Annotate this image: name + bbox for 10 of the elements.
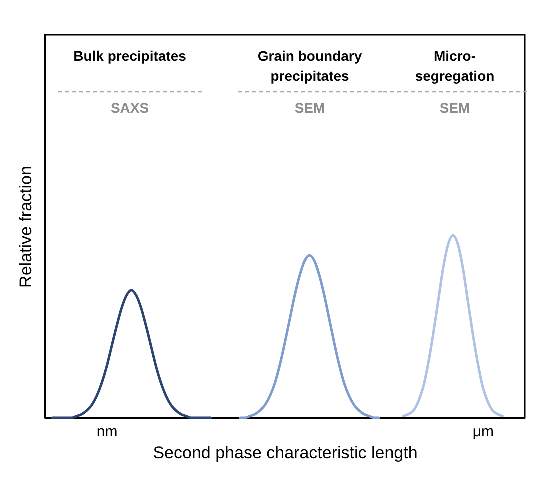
text: SAXS [110, 100, 150, 116]
x-tick-label: μm [472, 424, 494, 440]
x-tick-label: nm [96, 424, 118, 440]
text: Grain boundary precipitates [258, 48, 362, 84]
text: Bulk precipitates [74, 48, 187, 64]
x-axis-title: Second phase characteristic length [153, 444, 418, 462]
y-axis-title: Relative fraction [16, 166, 36, 288]
text: Micro- segregation [415, 48, 495, 84]
text: SEM [440, 100, 470, 116]
text: SEM [294, 100, 326, 116]
